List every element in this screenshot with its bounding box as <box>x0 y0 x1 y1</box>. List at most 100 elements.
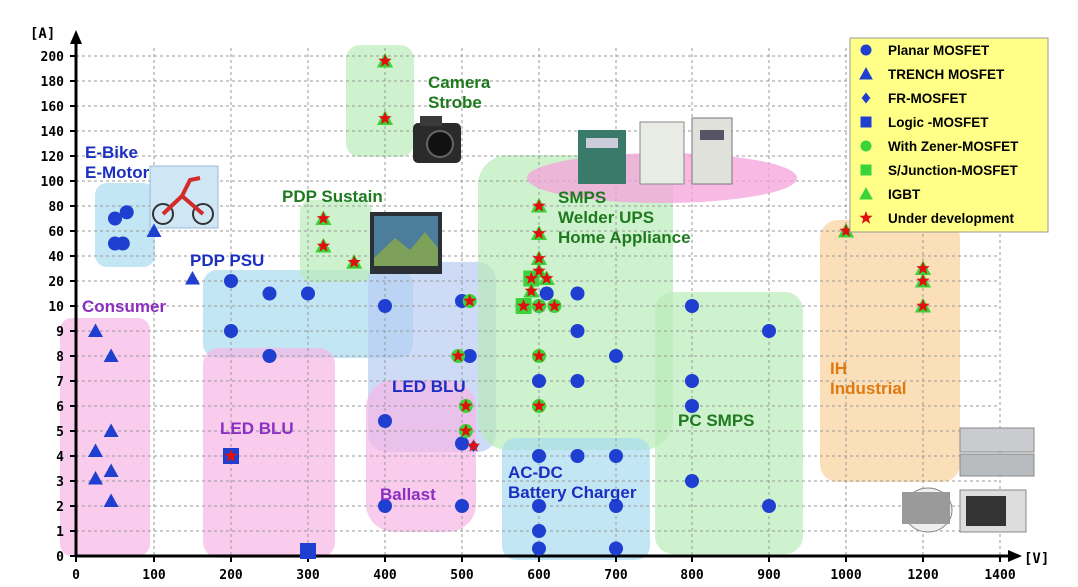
legend-label: TRENCH MOSFET <box>888 67 1005 82</box>
data-point-planar <box>570 286 585 301</box>
legend-label: Under development <box>888 211 1015 226</box>
y-tick-label: 120 <box>41 150 65 165</box>
legend-label: IGBT <box>888 187 921 202</box>
data-point-dev <box>463 294 477 307</box>
data-point-planar <box>224 274 238 288</box>
region-label-line: Camera <box>428 73 491 92</box>
data-point-dev <box>839 224 853 237</box>
data-points <box>88 52 932 559</box>
legend-marker-zener <box>860 140 872 152</box>
y-tick-label: 160 <box>41 100 65 115</box>
y-tick-label: 60 <box>48 225 64 240</box>
tick-labels: 0 100 200 300 400 500 600 700 800 900 1000 1200 1400… <box>41 50 1016 583</box>
region-label-line: SMPS <box>558 188 606 207</box>
region-label: LED BLU <box>392 377 466 396</box>
legend-label: FR-MOSFET <box>888 91 967 106</box>
data-point-planar <box>108 211 122 226</box>
x-tick-label: 1000 <box>830 568 861 583</box>
data-point-dev <box>916 274 930 287</box>
data-point-planar <box>455 499 469 513</box>
region-label-line: E-Bike <box>85 143 138 162</box>
x-tick-label: 200 <box>219 568 243 583</box>
region-shape <box>300 200 372 282</box>
x-tick-label: 600 <box>527 568 551 583</box>
data-point-planar <box>762 499 776 513</box>
data-point-trench <box>103 348 119 362</box>
y-tick-label: 200 <box>41 50 65 65</box>
data-point-planar <box>685 474 699 488</box>
x-tick-label: 400 <box>373 568 397 583</box>
data-point-dev <box>532 226 546 240</box>
data-point-dev <box>532 399 546 412</box>
region-label-line: LED BLU <box>220 419 294 438</box>
region-label-line: Battery Charger <box>508 483 637 502</box>
data-point-planar <box>532 541 546 556</box>
legend-label: With Zener-MOSFET <box>888 139 1019 154</box>
y-tick-label: 20 <box>48 275 64 290</box>
data-point-trench <box>88 471 103 485</box>
data-point-planar <box>262 286 277 301</box>
data-point-planar <box>532 374 546 388</box>
y-tick-label: 100 <box>41 175 65 190</box>
x-axis-unit: [V] <box>1024 551 1049 567</box>
data-point-planar <box>609 541 623 556</box>
region-shape <box>346 45 414 157</box>
data-point-dev <box>466 439 481 452</box>
region-label: SMPS Welder UPS Home Appliance <box>558 188 691 247</box>
data-point-dev <box>524 284 538 297</box>
legend-marker-igbt <box>859 187 873 200</box>
legend-marker-logic <box>860 116 872 128</box>
region-label: Ballast <box>380 485 436 504</box>
data-point-dev <box>378 54 392 67</box>
data-point-dev <box>316 239 331 252</box>
region-label-line: Consumer <box>82 297 166 316</box>
data-point-dev <box>347 255 361 268</box>
y-tick-label: 2 <box>56 500 64 515</box>
data-point-dev <box>459 424 473 437</box>
legend-marker-fr <box>861 92 871 104</box>
legend-label: Planar MOSFET <box>888 43 990 58</box>
data-point-dev <box>224 449 238 462</box>
product-pictures <box>149 116 1035 533</box>
data-point-dev <box>532 264 546 277</box>
region-label: PDP Sustain <box>282 187 383 206</box>
application-regions <box>60 45 960 560</box>
data-point-dev <box>451 349 465 362</box>
data-point-planar <box>532 499 546 513</box>
x-tick-label: 0 <box>72 568 80 583</box>
camera-picture <box>413 116 461 163</box>
legend: Planar MOSFET TRENCH MOSFET FR-MOSFET Logic… <box>849 37 1049 233</box>
data-point-planar <box>378 299 392 313</box>
data-point-planar <box>262 349 277 363</box>
data-point-dev <box>540 271 554 285</box>
region-label: PDP PSU <box>190 251 264 270</box>
data-point-logic <box>300 543 316 559</box>
data-point-trench <box>185 271 200 285</box>
data-point-dev <box>532 299 546 312</box>
region-label-line: Home Appliance <box>558 228 691 247</box>
region-label-line: Strobe <box>428 93 482 112</box>
y-tick-label: 80 <box>48 200 64 215</box>
data-point-trench <box>146 223 162 237</box>
legend-label: Logic -MOSFET <box>888 115 989 130</box>
data-point-planar <box>378 499 392 513</box>
data-point-planar <box>115 236 130 251</box>
region-label: LED BLU <box>220 419 294 438</box>
data-point-trench <box>88 323 103 337</box>
y-tick-label: 1 <box>56 525 64 540</box>
legend-marker-sj <box>860 164 872 176</box>
legend-box <box>849 37 1049 233</box>
data-point-dev <box>378 111 392 125</box>
data-point-dev <box>547 299 562 312</box>
data-point-planar <box>609 449 623 463</box>
region-label: Consumer <box>82 297 166 316</box>
region-label-line: IH <box>830 359 847 378</box>
y-tick-label: 10 <box>48 300 64 315</box>
data-point-dev <box>316 211 331 225</box>
data-point-planar <box>685 399 699 413</box>
y-tick-label: 5 <box>56 425 64 440</box>
data-point-planar <box>570 374 585 388</box>
y-tick-label: 40 <box>48 250 64 265</box>
region-label-line: PC SMPS <box>678 411 755 430</box>
data-point-trench <box>103 423 119 437</box>
